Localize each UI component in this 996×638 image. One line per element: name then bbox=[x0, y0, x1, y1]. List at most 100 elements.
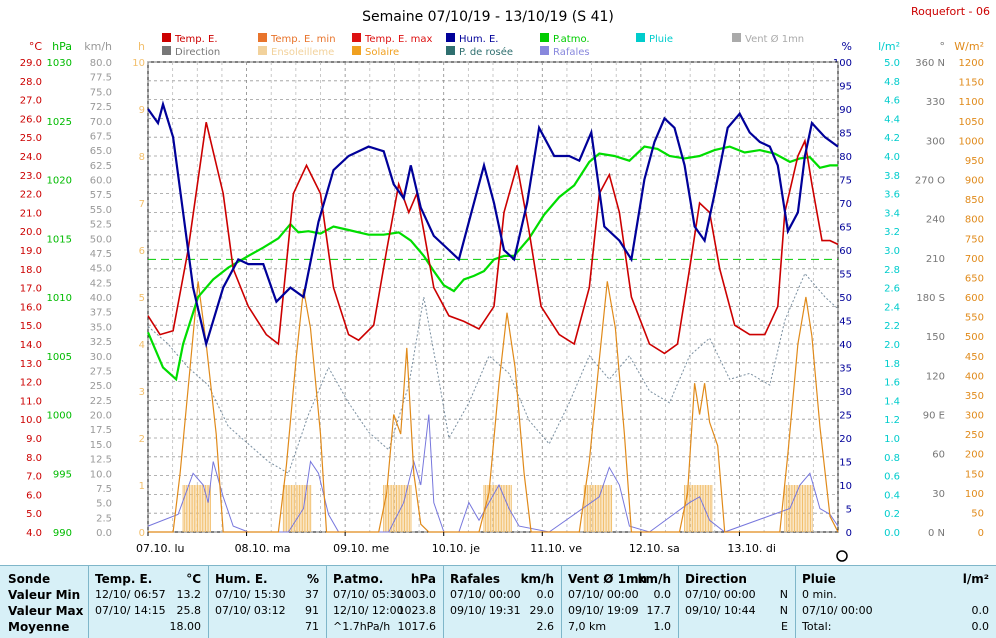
axis-tick-temp: 9.0 bbox=[26, 434, 42, 445]
axis-tick-wind: 7.5 bbox=[96, 484, 112, 495]
axis-tick-pressure: 1015 bbox=[47, 234, 72, 245]
stats-cell-value: 91 bbox=[305, 604, 319, 617]
axis-tick-direction: 300 bbox=[926, 136, 945, 147]
legend-label: Temp. E. min bbox=[270, 34, 336, 45]
stats-cell-time: 09/10/ 19:31 bbox=[450, 604, 521, 617]
legend-swatch bbox=[446, 46, 455, 55]
stats-cell-time: 12/10/ 12:00 bbox=[333, 604, 404, 617]
stats-cell-time: 09/10/ 19:09 bbox=[568, 604, 639, 617]
legend-label: Ensoleilleme bbox=[271, 47, 334, 58]
axis-tick-wind: 5.0 bbox=[96, 499, 112, 510]
stats-cell-time: 07/10/ 14:15 bbox=[95, 604, 166, 617]
stats-column-unit: l/m² bbox=[962, 572, 989, 586]
stats-row-label: Sonde bbox=[8, 572, 51, 586]
axis-tick-solar: 250 bbox=[965, 430, 984, 441]
stats-cell-value: 0.0 bbox=[653, 588, 672, 601]
stats-column-unit: °C bbox=[186, 572, 201, 586]
stats-cell-value: 13.2 bbox=[176, 588, 202, 601]
axis-unit-rain: l/m² bbox=[878, 40, 900, 53]
axis-tick-wind: 30.0 bbox=[90, 352, 112, 363]
axis-tick-temp: 12.0 bbox=[20, 378, 42, 389]
stats-cell-value: 0.0 bbox=[971, 620, 990, 633]
stats-cell-value: 1.0 bbox=[653, 620, 672, 633]
axis-unit-direction: ° bbox=[940, 40, 946, 53]
axis-tick-wind: 67.5 bbox=[90, 131, 112, 142]
legend-swatch bbox=[352, 46, 361, 55]
legend-label: Vent Ø 1mn bbox=[745, 33, 804, 45]
stats-column: Hum. E.% 07/10/ 15:30 37 07/10/ 03:12 91 71 bbox=[208, 566, 327, 638]
stats-column-title: Rafales bbox=[450, 572, 501, 586]
axis-tick-rain: 1.0 bbox=[884, 434, 900, 445]
stats-column-unit: km/h bbox=[520, 572, 554, 586]
axis-tick-solar: 1200 bbox=[959, 58, 984, 69]
axis-tick-rain: 1.8 bbox=[884, 359, 900, 370]
axis-tick-direction: 60 bbox=[932, 450, 945, 461]
axis-tick-wind: 32.5 bbox=[90, 337, 112, 348]
stats-cell-time: 07/10/ 03:12 bbox=[215, 604, 286, 617]
axis-tick-rain: 0.0 bbox=[884, 528, 900, 539]
axis-tick-rain: 2.0 bbox=[884, 340, 900, 351]
axis-tick-direction: 270 O bbox=[915, 176, 945, 187]
axis-tick-wind: 10.0 bbox=[90, 469, 112, 480]
axis-tick-wind: 25.0 bbox=[90, 381, 112, 392]
axis-tick-temp: 14.0 bbox=[20, 340, 42, 351]
axis-tick-direction: 210 bbox=[926, 254, 945, 265]
axis-tick-solar: 1000 bbox=[959, 136, 984, 147]
legend-label: Pluie bbox=[649, 34, 673, 45]
axes-labels: °C29.028.027.026.025.024.023.022.021.020… bbox=[20, 40, 984, 539]
stats-column: P.atmo. hPa 07/10/ 05:30 1003.0 12/10/ 12:00… bbox=[326, 566, 444, 638]
stats-cell-time: 07/10/ 00:00 bbox=[802, 604, 873, 617]
axis-tick-direction: 180 S bbox=[916, 293, 945, 304]
stats-cell-value: 25.8 bbox=[176, 604, 202, 617]
axis-tick-humidity: 10 bbox=[839, 481, 852, 492]
stats-cell-value: N bbox=[779, 604, 788, 617]
legend-swatch bbox=[540, 33, 549, 42]
axis-tick-humidity: 95 bbox=[839, 82, 852, 93]
axis-tick-pressure: 1005 bbox=[47, 352, 72, 363]
axis-tick-rain: 2.6 bbox=[884, 284, 900, 295]
axis-tick-humidity: 70 bbox=[839, 199, 852, 210]
stats-column: Temp. E. °C 12/10/ 06:57 13.2 07/10/ 14:15 25… bbox=[88, 566, 209, 638]
stats-cell-time: Total: bbox=[802, 620, 832, 633]
axis-tick-rain: 3.6 bbox=[884, 190, 900, 201]
axis-tick-wind: 50.0 bbox=[90, 234, 112, 245]
axis-tick-wind: 15.0 bbox=[90, 440, 112, 451]
axis-tick-sunshine: 7 bbox=[139, 199, 145, 210]
axis-tick-rain: 4.0 bbox=[884, 152, 900, 163]
axis-tick-solar: 900 bbox=[965, 176, 984, 187]
stats-cell-time: ^1.7hPa/h bbox=[333, 620, 391, 633]
axis-tick-rain: 2.2 bbox=[884, 321, 900, 332]
axis-tick-rain: 1.2 bbox=[884, 415, 900, 426]
axis-tick-solar: 850 bbox=[965, 195, 984, 206]
axis-tick-wind: 40.0 bbox=[90, 293, 112, 304]
weather-chart: Semaine 07/10/19 - 13/10/19 (S 41) Roque… bbox=[20, 5, 990, 562]
legend-swatch bbox=[446, 33, 455, 42]
axis-tick-sunshine: 2 bbox=[139, 434, 145, 445]
axis-tick-temp: 21.0 bbox=[20, 208, 42, 219]
axis-tick-solar: 950 bbox=[965, 156, 984, 167]
axis-tick-wind: 45.0 bbox=[90, 264, 112, 275]
stats-cell-time: 07/10/ 05:30 bbox=[333, 588, 404, 601]
x-tick-label: 13.10. di bbox=[727, 542, 776, 555]
axis-tick-wind: 22.5 bbox=[90, 396, 112, 407]
axis-tick-pressure: 1010 bbox=[47, 293, 72, 304]
axis-tick-humidity: 40 bbox=[839, 340, 852, 351]
series-humidity bbox=[147, 100, 839, 349]
axis-tick-humidity: 85 bbox=[839, 129, 852, 140]
axis-tick-wind: 60.0 bbox=[90, 176, 112, 187]
stats-column: Rafales km/h 07/10/ 00:00 0.0 09/10/ 19:31 29… bbox=[443, 566, 562, 638]
axis-tick-direction: 240 bbox=[926, 215, 945, 226]
axis-tick-temp: 29.0 bbox=[20, 58, 42, 69]
legend-swatch bbox=[258, 46, 267, 55]
axis-tick-wind: 72.5 bbox=[90, 102, 112, 113]
axis-tick-temp: 10.0 bbox=[20, 415, 42, 426]
stats-cell-value: 0.0 bbox=[536, 588, 555, 601]
axis-tick-wind: 20.0 bbox=[90, 411, 112, 422]
axis-tick-sunshine: 10 bbox=[132, 58, 145, 69]
stats-cell-value: 37 bbox=[305, 588, 319, 601]
axis-tick-sunshine: 3 bbox=[139, 387, 145, 398]
axis-tick-rain: 4.6 bbox=[884, 96, 900, 107]
axis-tick-wind: 27.5 bbox=[90, 366, 112, 377]
axis-tick-temp: 18.0 bbox=[20, 265, 42, 276]
axis-tick-rain: 2.8 bbox=[884, 265, 900, 276]
